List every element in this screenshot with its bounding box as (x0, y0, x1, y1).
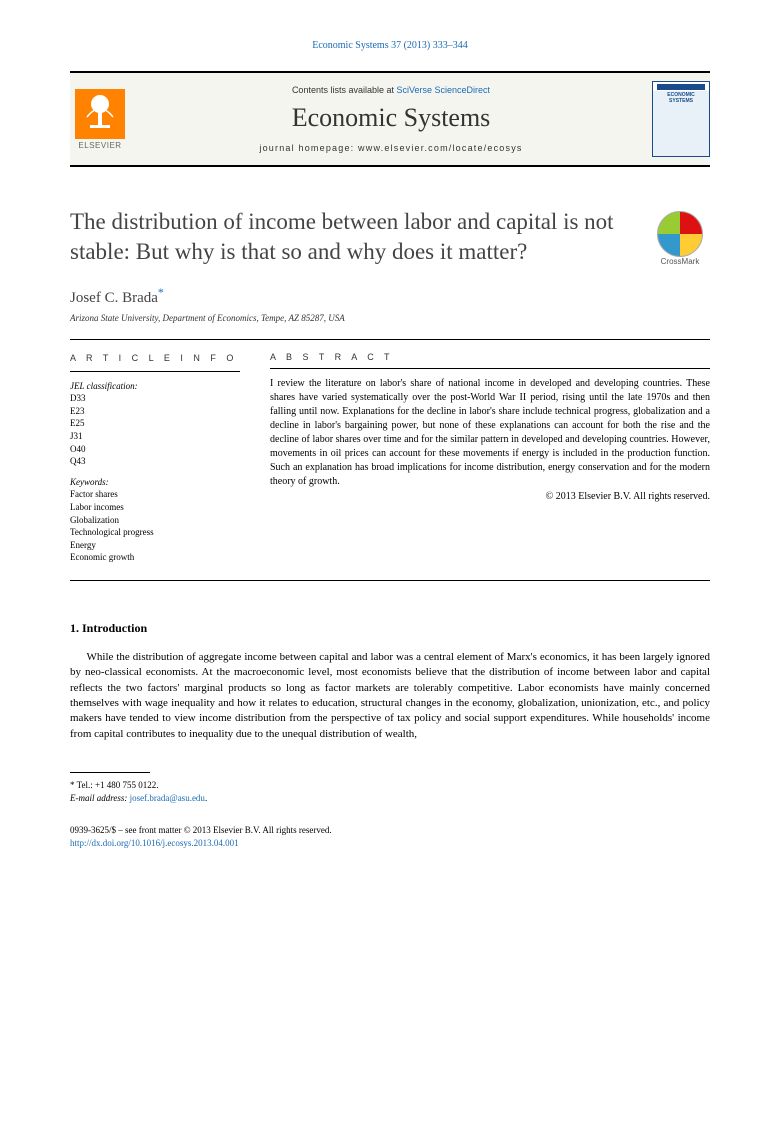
article-info-column: A R T I C L E I N F O JEL classification… (70, 340, 240, 564)
divider (70, 580, 710, 581)
contents-available-text: Contents lists available at SciVerse Sci… (142, 85, 640, 95)
email-suffix: . (205, 793, 207, 803)
contents-prefix: Contents lists available at (292, 85, 397, 95)
elsevier-tree-icon (75, 89, 125, 139)
keywords-label: Keywords: (70, 476, 240, 489)
homepage-url[interactable]: www.elsevier.com/locate/ecosys (358, 143, 523, 153)
abstract-copyright: © 2013 Elsevier B.V. All rights reserved… (270, 491, 710, 502)
running-header: Economic Systems 37 (2013) 333–344 (70, 40, 710, 51)
keyword: Labor incomes (70, 501, 240, 514)
tel-number: +1 480 755 0122. (95, 780, 159, 790)
keyword: Factor shares (70, 488, 240, 501)
abstract-text: I review the literature on labor's share… (270, 377, 710, 489)
jel-code: J31 (70, 430, 240, 443)
homepage-prefix: journal homepage: (259, 143, 358, 153)
article-info-heading: A R T I C L E I N F O (70, 352, 240, 365)
footer-meta: 0939-3625/$ – see front matter © 2013 El… (70, 824, 710, 849)
abstract-column: A B S T R A C T I review the literature … (270, 340, 710, 564)
keyword: Globalization (70, 514, 240, 527)
section-heading-intro: 1. Introduction (70, 621, 710, 636)
author-email-link[interactable]: josef.brada@asu.edu (130, 793, 205, 803)
doi-link[interactable]: http://dx.doi.org/10.1016/j.ecosys.2013.… (70, 838, 239, 848)
divider (70, 371, 240, 372)
abstract-heading: A B S T R A C T (270, 352, 710, 362)
keyword: Economic growth (70, 551, 240, 564)
svg-text:CrossMark: CrossMark (661, 257, 701, 266)
body-paragraph: While the distribution of aggregate inco… (70, 650, 710, 742)
elsevier-logo: ELSEVIER (70, 85, 130, 153)
journal-homepage: journal homepage: www.elsevier.com/locat… (142, 143, 640, 153)
divider (270, 368, 710, 369)
masthead: ELSEVIER Contents lists available at Sci… (70, 71, 710, 167)
elsevier-wordmark: ELSEVIER (78, 141, 121, 150)
corresponding-marker: * (158, 285, 164, 299)
jel-code: D33 (70, 392, 240, 405)
jel-label: JEL classification: (70, 380, 240, 393)
issn-line: 0939-3625/$ – see front matter © 2013 El… (70, 824, 710, 837)
email-label: E-mail address: (70, 793, 130, 803)
journal-name: Economic Systems (142, 103, 640, 133)
sciencedirect-link[interactable]: SciVerse ScienceDirect (397, 85, 491, 95)
authors: Josef C. Brada* (70, 285, 710, 307)
jel-code: E23 (70, 405, 240, 418)
keyword: Energy (70, 539, 240, 552)
jel-code: E25 (70, 417, 240, 430)
tel-label: * Tel.: (70, 780, 95, 790)
crossmark-badge[interactable]: CrossMark (650, 207, 710, 267)
footnote-rule (70, 772, 150, 773)
article-title: The distribution of income between labor… (70, 207, 630, 267)
author-name: Josef C. Brada (70, 290, 158, 306)
jel-code: Q43 (70, 455, 240, 468)
corresponding-footnote: * Tel.: +1 480 755 0122. E-mail address:… (70, 779, 710, 804)
affiliation: Arizona State University, Department of … (70, 313, 710, 323)
keyword: Technological progress (70, 526, 240, 539)
journal-cover-thumbnail (652, 81, 710, 157)
jel-code: O40 (70, 443, 240, 456)
